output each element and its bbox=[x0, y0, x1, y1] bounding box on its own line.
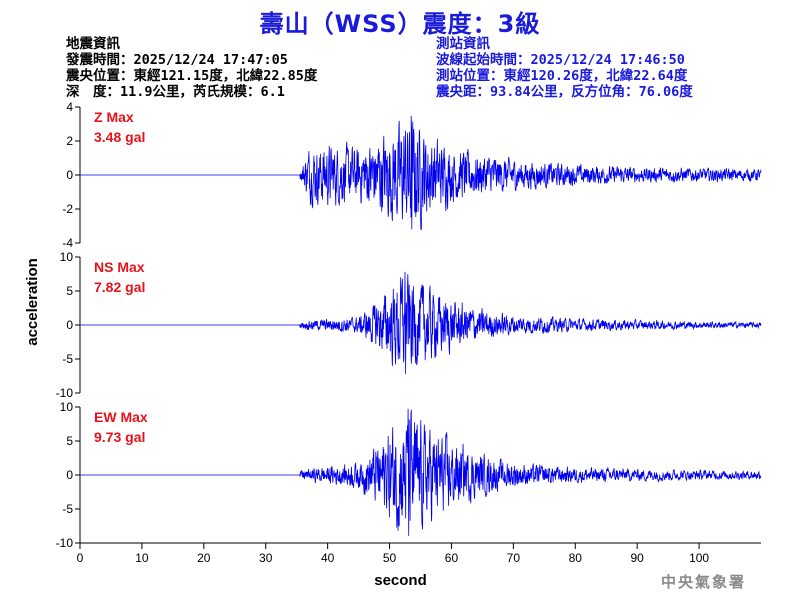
y-tick-label: -5 bbox=[62, 502, 73, 516]
x-tick-label: 60 bbox=[445, 551, 459, 565]
y-tick-label: -10 bbox=[56, 386, 74, 400]
depth-magnitude: 深 度：11.9公里，芮氏規模：6.1 bbox=[66, 84, 285, 100]
earthquake-time: 發震時間：2025/12/24 17:47:05 bbox=[66, 52, 288, 68]
panel-max-value-ns: 7.82 gal bbox=[94, 279, 145, 295]
station-info-heading: 測站資訊 bbox=[436, 36, 490, 52]
station-info: 測站資訊 波線起始時間：2025/12/24 17:46:50 測站位置：東經1… bbox=[436, 36, 693, 100]
waveform-ns bbox=[80, 271, 762, 374]
epicentral-distance: 震央距：93.84公里，反方位角：76.06度 bbox=[436, 84, 693, 100]
chart-title: 壽山（WSS）震度：3級 bbox=[259, 10, 541, 38]
epicenter-location: 震央位置：東經121.15度，北緯22.85度 bbox=[66, 68, 318, 84]
x-tick-label: 50 bbox=[383, 551, 397, 565]
x-axis: 0 10 20 30 40 50 60 70 80 90 100 bbox=[77, 542, 761, 565]
y-tick-label: 2 bbox=[66, 134, 73, 148]
y-tick-label: -10 bbox=[56, 536, 74, 550]
panel-ns: -10 -5 0 5 10 NS Max 7.82 gal bbox=[56, 250, 762, 400]
panel-max-value-z: 3.48 gal bbox=[94, 129, 145, 145]
x-tick-label: 70 bbox=[507, 551, 521, 565]
x-tick-label: 100 bbox=[689, 551, 709, 565]
x-tick-label: 80 bbox=[569, 551, 583, 565]
y-tick-label: 0 bbox=[66, 468, 73, 482]
y-tick-label: 10 bbox=[60, 400, 74, 414]
wave-start-time: 波線起始時間：2025/12/24 17:46:50 bbox=[436, 52, 685, 68]
panel-ew: -10 -5 0 5 10 EW Max 9.73 gal bbox=[56, 400, 762, 550]
x-tick-label: 40 bbox=[321, 551, 335, 565]
agency-watermark: 中央氣象署 bbox=[660, 573, 746, 591]
y-tick-label: 0 bbox=[66, 168, 73, 182]
y-tick-label: -5 bbox=[62, 352, 73, 366]
y-tick-label: 4 bbox=[66, 100, 73, 114]
y-tick-label: 5 bbox=[66, 284, 73, 298]
panel-label-z: Z Max bbox=[94, 109, 134, 125]
station-location: 測站位置：東經120.26度，北緯22.64度 bbox=[436, 68, 688, 84]
y-axis-label: acceleration bbox=[24, 258, 41, 346]
panel-label-ew: EW Max bbox=[94, 409, 148, 425]
y-tick-label: 10 bbox=[60, 250, 74, 264]
panel-max-value-ew: 9.73 gal bbox=[94, 429, 145, 445]
waveform-z bbox=[80, 115, 762, 231]
x-tick-label: 10 bbox=[135, 551, 149, 565]
x-tick-label: 90 bbox=[631, 551, 645, 565]
x-tick-label: 20 bbox=[197, 551, 211, 565]
y-tick-label: 0 bbox=[66, 318, 73, 332]
y-tick-label: 5 bbox=[66, 434, 73, 448]
x-tick-label: 30 bbox=[259, 551, 273, 565]
y-tick-label: -2 bbox=[62, 202, 73, 216]
waveform-ew bbox=[80, 408, 762, 536]
panel-z: -4 -2 0 2 4 Z Max 3.48 gal bbox=[62, 100, 762, 250]
earthquake-info: 地震資訊 發震時間：2025/12/24 17:47:05 震央位置：東經121… bbox=[66, 36, 317, 100]
x-tick-label: 0 bbox=[77, 551, 84, 565]
x-axis-label: second bbox=[374, 572, 427, 589]
y-tick-label: -4 bbox=[62, 236, 73, 250]
panel-label-ns: NS Max bbox=[94, 259, 145, 275]
earthquake-info-heading: 地震資訊 bbox=[66, 36, 120, 52]
